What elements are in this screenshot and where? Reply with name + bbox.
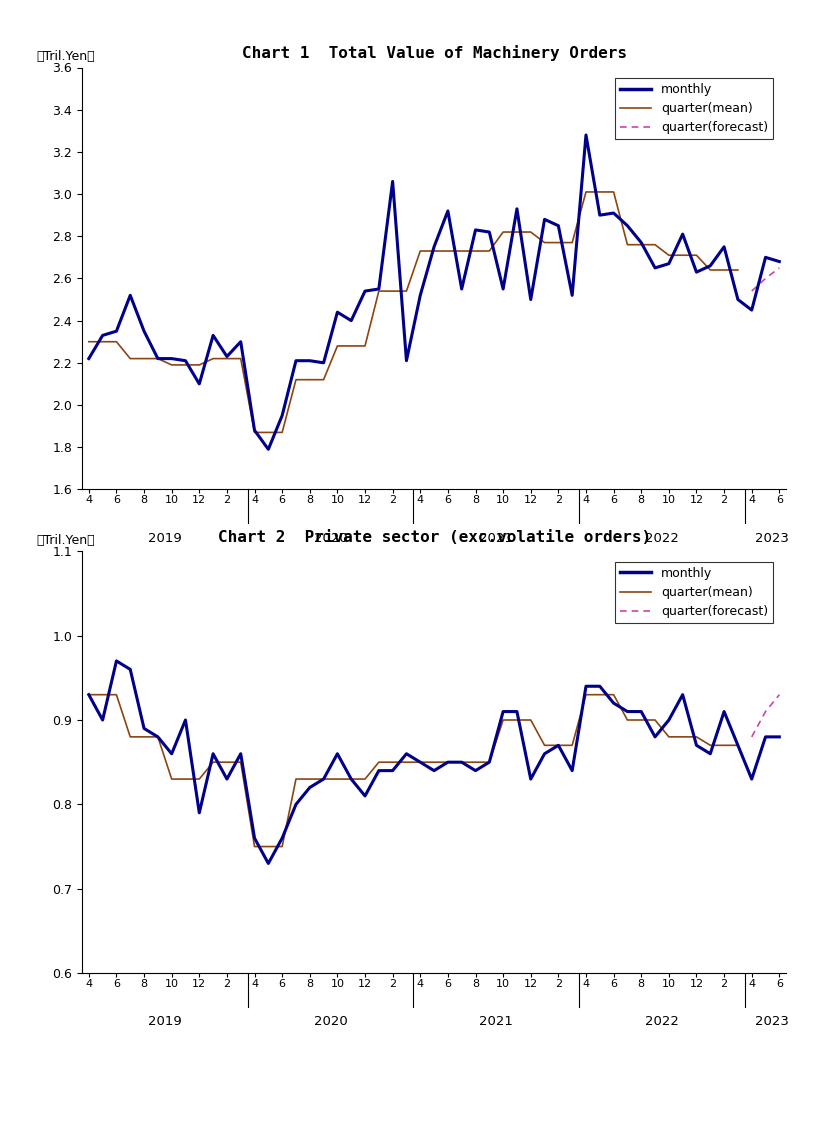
Text: 2019: 2019	[148, 532, 182, 544]
Text: 2020: 2020	[314, 1015, 347, 1028]
Legend: monthly, quarter(mean), quarter(forecast): monthly, quarter(mean), quarter(forecast…	[614, 78, 773, 140]
Text: 2021: 2021	[479, 532, 514, 544]
Text: 2020: 2020	[314, 532, 347, 544]
Text: 2023: 2023	[755, 532, 790, 544]
Title: Chart 1  Total Value of Machinery Orders: Chart 1 Total Value of Machinery Orders	[242, 45, 627, 61]
Title: Chart 2  Private sector (exc.volatile orders): Chart 2 Private sector (exc.volatile ord…	[218, 530, 650, 544]
Text: 2019: 2019	[148, 1015, 182, 1028]
Text: 2023: 2023	[755, 1015, 790, 1028]
Text: 2021: 2021	[479, 1015, 514, 1028]
Text: 〈Tril.Yen〉: 〈Tril.Yen〉	[36, 51, 95, 63]
Text: 2022: 2022	[645, 532, 679, 544]
Text: 〈Tril.Yen〉: 〈Tril.Yen〉	[36, 534, 95, 547]
Legend: monthly, quarter(mean), quarter(forecast): monthly, quarter(mean), quarter(forecast…	[614, 561, 773, 623]
Text: 2022: 2022	[645, 1015, 679, 1028]
